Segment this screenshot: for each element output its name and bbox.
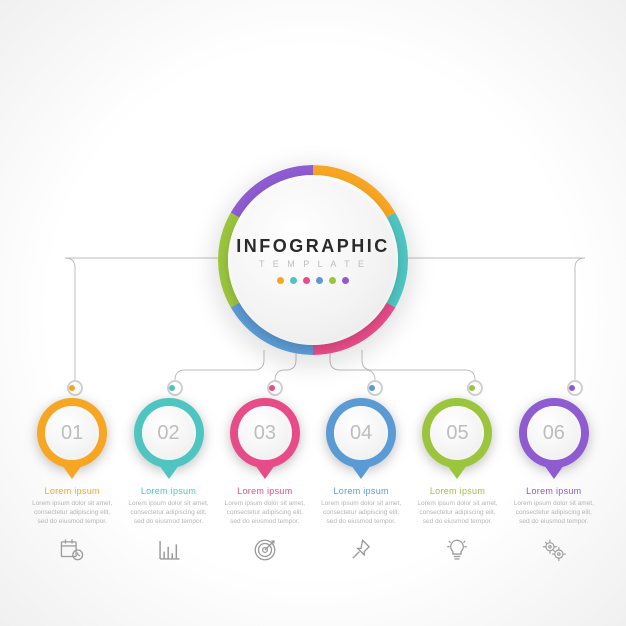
step-body: Lorem ipsum dolor sit amet, consectetur … (126, 500, 210, 526)
center-dot (303, 277, 310, 284)
step-pin: 02 (134, 398, 204, 468)
step-title: Lorem ipsum (526, 486, 581, 496)
step-pin: 06 (519, 398, 589, 468)
center-inner: INFOGRAPHIC T E M P L A T E (228, 175, 398, 345)
step-body: Lorem ipsum dolor sit amet, consectetur … (30, 500, 114, 526)
step-05: 05 Lorem ipsum Lorem ipsum dolor sit ame… (415, 398, 499, 564)
step-number: 01 (45, 406, 99, 460)
center-title: INFOGRAPHIC (236, 236, 390, 257)
center-subtitle: T E M P L A T E (259, 259, 367, 269)
step-01: 01 Lorem ipsum Lorem ipsum dolor sit ame… (30, 398, 114, 564)
step-pin: 04 (326, 398, 396, 468)
step-number: 03 (238, 406, 292, 460)
step-04: 04 Lorem ipsum Lorem ipsum dolor sit ame… (319, 398, 403, 564)
center-dot (316, 277, 323, 284)
center-dot (290, 277, 297, 284)
step-title: Lorem ipsum (334, 486, 389, 496)
center-circle: INFOGRAPHIC T E M P L A T E (218, 165, 408, 355)
bar-chart-icon (156, 536, 182, 564)
step-03: 03 Lorem ipsum Lorem ipsum dolor sit ame… (223, 398, 307, 564)
calendar-clock-icon (59, 536, 85, 564)
center-dot (342, 277, 349, 284)
step-title: Lorem ipsum (141, 486, 196, 496)
step-body: Lorem ipsum dolor sit amet, consectetur … (415, 500, 499, 526)
lightbulb-icon (444, 536, 470, 564)
connector-dot (267, 380, 283, 396)
step-body: Lorem ipsum dolor sit amet, consectetur … (512, 500, 596, 526)
center-dots (277, 277, 349, 284)
center-dot (277, 277, 284, 284)
gears-icon (541, 536, 567, 564)
step-title: Lorem ipsum (430, 486, 485, 496)
connector-dot (367, 380, 383, 396)
step-body: Lorem ipsum dolor sit amet, consectetur … (319, 500, 403, 526)
connector-dot (67, 380, 83, 396)
connector-dot (167, 380, 183, 396)
step-title: Lorem ipsum (45, 486, 100, 496)
step-pin: 03 (230, 398, 300, 468)
connector-dot (567, 380, 583, 396)
step-title: Lorem ipsum (237, 486, 292, 496)
target-icon (252, 536, 278, 564)
step-02: 02 Lorem ipsum Lorem ipsum dolor sit ame… (126, 398, 210, 564)
center-dot (329, 277, 336, 284)
step-pin: 05 (422, 398, 492, 468)
step-number: 04 (334, 406, 388, 460)
steps-row: 01 Lorem ipsum Lorem ipsum dolor sit ame… (0, 398, 626, 564)
step-body: Lorem ipsum dolor sit amet, consectetur … (223, 500, 307, 526)
step-06: 06 Lorem ipsum Lorem ipsum dolor sit ame… (512, 398, 596, 564)
step-number: 06 (527, 406, 581, 460)
pushpin-icon (348, 536, 374, 564)
step-number: 02 (142, 406, 196, 460)
connector-dot (467, 380, 483, 396)
step-pin: 01 (37, 398, 107, 468)
infographic-stage: INFOGRAPHIC T E M P L A T E 01 Lorem ips… (0, 0, 626, 626)
